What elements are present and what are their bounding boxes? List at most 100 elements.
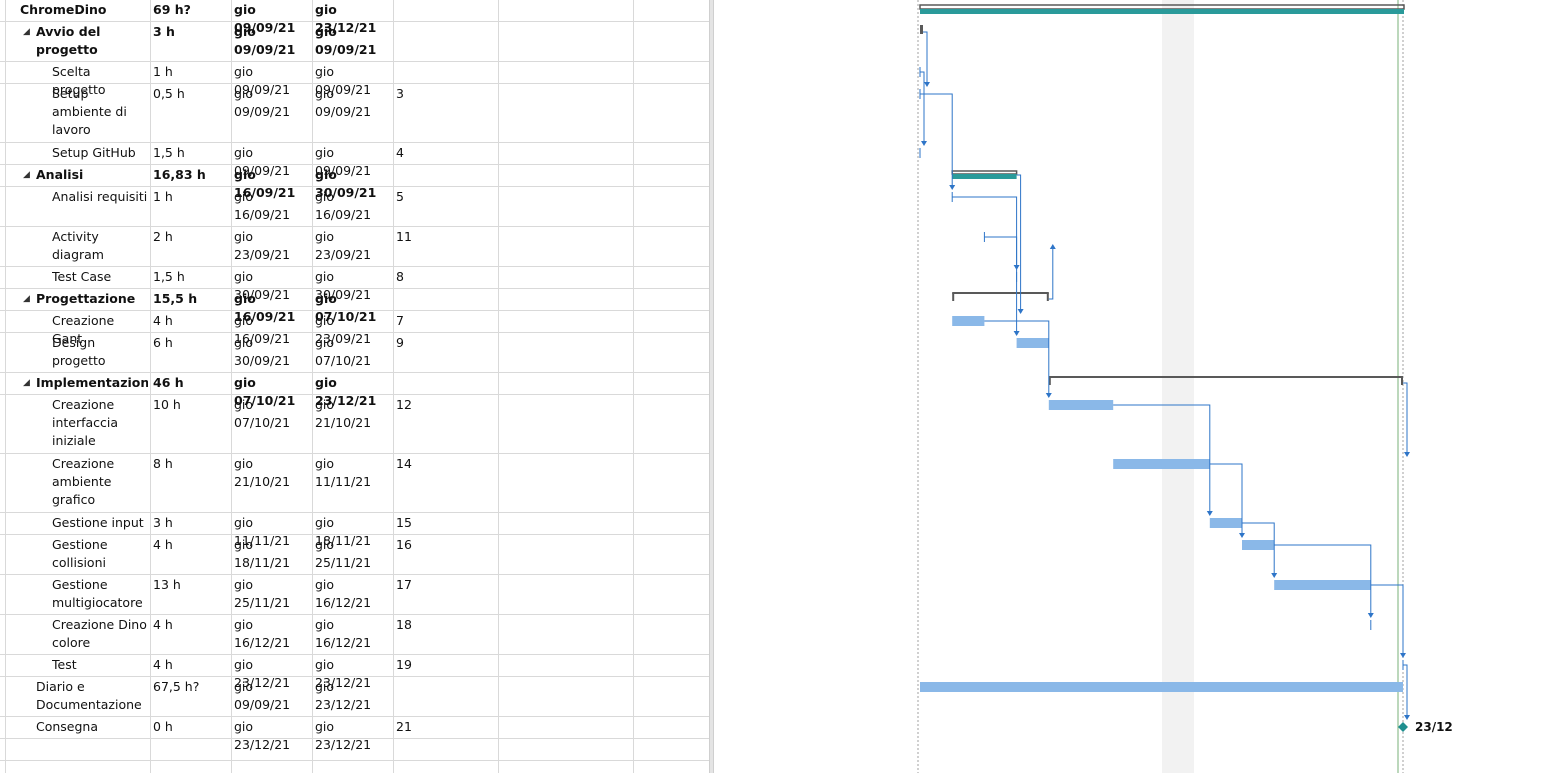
table-row[interactable]: Gestione collisioni 4 h gio 18/11/21 gio 25… <box>0 535 709 575</box>
duration-cell: 15,5 h <box>153 291 198 306</box>
start-date-cell: gio 16/09/21 <box>234 167 296 200</box>
task-name-cell: ChromeDino <box>20 2 107 17</box>
summary-bar-cap <box>952 293 955 301</box>
task-name-cell: Scelta progetto <box>52 64 106 97</box>
finish-date-cell: gio 23/12/21 <box>315 375 377 408</box>
dependency-arrowhead <box>1017 309 1024 314</box>
summary-progress-bar <box>952 174 1017 179</box>
duration-cell: 3 h <box>153 515 173 530</box>
start-date-cell: gio 16/09/21 <box>234 189 291 222</box>
dependency-link <box>1113 404 1211 515</box>
dependency-arrowhead <box>1271 573 1278 578</box>
table-row[interactable]: Activity diagram 2 h gio 23/09/21 gio 23/09… <box>0 227 709 267</box>
table-row[interactable]: Creazione interfaccia iniziale 10 h gio 07… <box>0 395 709 454</box>
dependency-link <box>1209 463 1243 537</box>
dependency-link <box>1370 584 1404 657</box>
collapse-toggle-icon[interactable]: ◢ <box>23 294 30 304</box>
collapse-toggle-icon[interactable]: ◢ <box>23 378 30 388</box>
table-row[interactable]: Gestione multigiocatore 13 h gio 25/11/21 g… <box>0 575 709 615</box>
task-name-cell: Test <box>52 657 77 672</box>
table-row[interactable]: Test Case 1,5 h gio 30/09/21 gio 30/09/21 8 <box>0 267 709 302</box>
summary-bar-cap <box>1401 377 1403 385</box>
table-row[interactable]: Creazione Gant 4 h gio 16/09/21 gio 23/09/2… <box>0 311 709 346</box>
duration-cell: 13 h <box>153 577 181 592</box>
start-date-cell: gio 30/09/21 <box>234 335 291 368</box>
start-date-cell: gio 09/09/21 <box>234 145 291 178</box>
duration-cell: 69 h? <box>153 2 191 17</box>
predecessors-cell: 19 <box>396 657 412 672</box>
task-name-cell: Activity diagram <box>52 229 104 262</box>
finish-date-cell: gio 09/09/21 <box>315 145 372 178</box>
duration-cell: 1 h <box>153 189 173 204</box>
summary-bar-cap <box>921 26 923 34</box>
task-name-cell: Analisi <box>36 167 84 182</box>
table-row[interactable]: ◢ Avvio del progetto 3 h gio 09/09/21 gio 09… <box>0 22 709 62</box>
table-row[interactable]: Setup ambiente di lavoro 0,5 h gio 09/09/2… <box>0 84 709 143</box>
start-date-cell: gio 23/09/21 <box>234 229 291 262</box>
predecessors-cell: 8 <box>396 269 404 284</box>
grid-column-divider <box>150 0 151 773</box>
dependency-link <box>984 236 1018 335</box>
table-row[interactable]: Consegna 0 h gio 23/12/21 gio 23/12/21 21 <box>0 717 709 752</box>
dependency-arrowhead <box>1404 715 1410 720</box>
predecessors-cell: 7 <box>396 313 404 328</box>
table-row[interactable]: Design progetto 6 h gio 30/09/21 gio 07/10/… <box>0 333 709 373</box>
task-bar <box>952 316 985 326</box>
summary-bar-cap <box>1048 377 1051 385</box>
dependency-link <box>1403 382 1408 456</box>
start-date-cell: gio 16/09/21 <box>234 313 291 346</box>
table-row[interactable]: ChromeDino 69 h? gio 09/09/21 gio 23/12/21 <box>0 0 709 35</box>
collapse-toggle-icon[interactable]: ◢ <box>23 27 30 37</box>
table-row[interactable]: ◢ Progettazione 15,5 h gio 16/09/21 gio 07/1… <box>0 289 709 324</box>
start-date-cell: gio 07/10/21 <box>234 375 296 408</box>
table-row[interactable]: Test 4 h gio 23/12/21 gio 23/12/21 19 <box>0 655 709 690</box>
task-grid: ChromeDino 69 h? gio 09/09/21 gio 23/12/21 ◢… <box>0 0 711 773</box>
duration-cell: 1 h <box>153 64 173 79</box>
table-row[interactable]: Scelta progetto 1 h gio 09/09/21 gio 09/09/… <box>0 62 709 97</box>
dependency-link <box>1048 245 1054 300</box>
finish-date-cell: gio 18/11/21 <box>315 515 372 548</box>
finish-date-cell: gio 21/10/21 <box>315 397 372 430</box>
table-row[interactable]: ◢ Implementazione 46 h gio 07/10/21 gio 23/1… <box>0 373 709 408</box>
dependency-link <box>1403 664 1408 719</box>
milestone-label: 23/12 <box>1415 720 1453 734</box>
grid-column-divider <box>633 0 634 773</box>
duration-cell: 0,5 h <box>153 86 185 101</box>
table-row[interactable]: Diario e Documentazione 67,5 h? gio 09/09/… <box>0 677 709 717</box>
start-date-cell: gio 09/09/21 <box>234 2 296 35</box>
finish-date-cell: gio 23/12/21 <box>315 2 377 35</box>
milestone-diamond <box>1398 722 1408 732</box>
view-splitter[interactable] <box>709 0 714 773</box>
duration-cell: 1,5 h <box>153 269 185 284</box>
table-row[interactable]: Gestione input 3 h gio 11/11/21 gio 18/11/2… <box>0 513 709 548</box>
start-date-cell: gio 09/09/21 <box>234 64 291 97</box>
table-row[interactable]: Creazione Dino colore 4 h gio 16/12/21 gio … <box>0 615 709 655</box>
dependency-link <box>923 31 928 86</box>
task-bar <box>1113 459 1210 469</box>
dependency-arrowhead <box>1367 613 1374 618</box>
task-bar <box>1242 540 1275 550</box>
finish-date-cell: gio 09/09/21 <box>315 64 372 97</box>
task-name-cell: Diario e Documentazione <box>36 679 142 712</box>
predecessors-cell: 16 <box>396 537 412 552</box>
table-row[interactable]: Analisi requisiti 1 h gio 16/09/21 gio 16/0… <box>0 187 709 227</box>
duration-cell: 4 h <box>153 617 173 632</box>
task-name-cell: Avvio del progetto <box>36 24 101 57</box>
start-date-cell: gio 25/11/21 <box>234 577 291 610</box>
task-bar <box>1274 580 1371 590</box>
table-row[interactable]: ◢ Analisi 16,83 h gio 16/09/21 gio 30/09/21 <box>0 165 709 200</box>
finish-date-cell: gio 16/12/21 <box>315 617 372 650</box>
summary-bar-cap <box>1046 293 1049 301</box>
task-bar <box>1048 400 1114 410</box>
duration-cell: 0 h <box>153 719 173 734</box>
finish-date-cell: gio 16/09/21 <box>315 189 372 222</box>
table-row[interactable]: Creazione ambiente grafico 8 h gio 21/10/2… <box>0 454 709 513</box>
task-name-cell: Gestione input <box>52 515 144 530</box>
finish-date-cell: gio 07/10/21 <box>315 335 372 368</box>
predecessors-cell: 4 <box>396 145 404 160</box>
table-row[interactable] <box>0 739 709 761</box>
collapse-toggle-icon[interactable]: ◢ <box>23 170 30 180</box>
predecessors-cell: 21 <box>396 719 412 734</box>
start-date-cell: gio 09/09/21 <box>234 24 296 57</box>
table-row[interactable]: Setup GitHub 1,5 h gio 09/09/21 gio 09/09/2… <box>0 143 709 178</box>
